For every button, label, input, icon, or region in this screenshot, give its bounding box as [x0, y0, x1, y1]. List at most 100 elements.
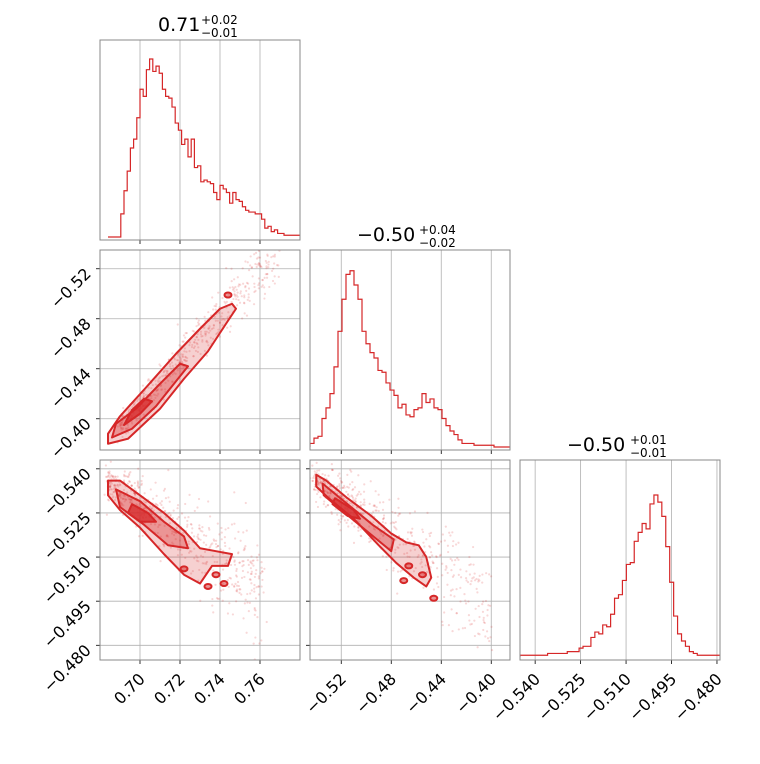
scatter-point — [413, 510, 417, 513]
scatter-point — [350, 522, 354, 525]
scatter-point — [188, 341, 192, 344]
scatter-point — [158, 363, 161, 366]
scatter-point — [277, 264, 280, 267]
scatter-point — [110, 475, 113, 478]
scatter-point — [112, 487, 116, 491]
scatter-point — [453, 563, 456, 566]
scatter-point — [254, 289, 257, 293]
scatter-point — [338, 483, 341, 486]
scatter-point — [125, 491, 129, 494]
scatter-point — [254, 636, 257, 639]
scatter-point — [183, 359, 187, 362]
scatter-point — [192, 355, 195, 358]
scatter-point — [172, 543, 175, 546]
scatter-point — [224, 544, 227, 548]
scatter-point — [249, 572, 253, 575]
scatter-point — [248, 299, 251, 302]
scatter-point — [179, 548, 182, 552]
scatter-point — [413, 548, 417, 551]
scatter-point — [152, 509, 155, 512]
scatter-point — [205, 534, 208, 537]
scatter-point — [161, 375, 164, 378]
scatter-point — [477, 604, 480, 608]
scatter-point — [197, 527, 201, 530]
scatter-point — [447, 550, 450, 554]
scatter-point — [221, 296, 224, 300]
scatter-point — [266, 254, 269, 257]
scatter-point — [399, 570, 402, 573]
scatter-point — [481, 573, 484, 576]
scatter-point — [126, 482, 129, 485]
scatter-point — [478, 579, 481, 582]
scatter-point — [338, 486, 342, 490]
scatter-point — [397, 497, 400, 500]
scatter-point — [257, 585, 260, 588]
scatter-point — [228, 547, 231, 550]
scatter-point — [196, 540, 199, 544]
scatter-point — [207, 500, 210, 503]
scatter-point — [469, 582, 472, 586]
scatter-point — [212, 569, 215, 572]
scatter-point — [167, 379, 170, 382]
scatter-point — [247, 287, 251, 290]
scatter-point — [243, 302, 246, 305]
scatter-point — [273, 262, 276, 265]
scatter-point — [189, 550, 192, 553]
scatter-point — [171, 373, 174, 376]
scatter-point — [197, 533, 200, 536]
scatter-point — [420, 558, 423, 561]
scatter-point — [159, 502, 162, 505]
scatter-point — [207, 331, 211, 334]
scatter-point — [242, 531, 245, 534]
scatter-point — [338, 472, 341, 475]
scatter-point — [378, 501, 382, 504]
scatter-point — [336, 485, 339, 488]
scatter-point — [209, 336, 212, 339]
scatter-point — [182, 365, 185, 368]
scatter-point — [259, 264, 262, 268]
scatter-point — [330, 463, 333, 466]
scatter-point — [341, 486, 344, 489]
scatter-point — [220, 315, 223, 318]
scatter-point — [486, 608, 489, 612]
scatter-point — [322, 480, 325, 483]
scatter-point — [182, 334, 186, 337]
scatter-point — [259, 265, 262, 268]
scatter-point — [467, 614, 471, 617]
scatter-point — [228, 576, 231, 579]
scatter-point — [133, 487, 136, 490]
joint-param-1-vs-param-2 — [96, 249, 301, 454]
scatter-point — [445, 566, 448, 569]
scatter-point — [322, 479, 325, 482]
scatter-point — [192, 535, 196, 538]
scatter-point — [159, 364, 162, 368]
scatter-point — [169, 528, 172, 531]
scatter-point — [343, 519, 346, 522]
scatter-point — [243, 294, 246, 297]
scatter-point — [142, 394, 145, 397]
scatter-point — [118, 425, 122, 428]
scatter-point — [129, 470, 132, 474]
scatter-point — [257, 277, 260, 280]
scatter-point — [381, 508, 385, 511]
scatter-point — [256, 544, 259, 547]
scatter-point — [143, 492, 146, 495]
scatter-point — [142, 392, 145, 395]
scatter-point — [165, 534, 168, 537]
scatter-point — [482, 618, 485, 622]
scatter-point — [231, 286, 234, 289]
scatter-point — [396, 592, 399, 595]
scatter-point — [472, 576, 475, 579]
title-param-1: 0.71 — [158, 14, 200, 36]
scatter-point — [196, 556, 199, 559]
scatter-point — [339, 477, 342, 480]
scatter-point — [451, 588, 454, 591]
scatter-point — [336, 492, 339, 495]
contour-outer — [107, 479, 233, 585]
panel-frame — [99, 249, 301, 451]
scatter-point — [249, 578, 252, 581]
scatter-point — [139, 395, 142, 398]
scatter-point — [213, 539, 216, 542]
scatter-point — [381, 521, 384, 524]
